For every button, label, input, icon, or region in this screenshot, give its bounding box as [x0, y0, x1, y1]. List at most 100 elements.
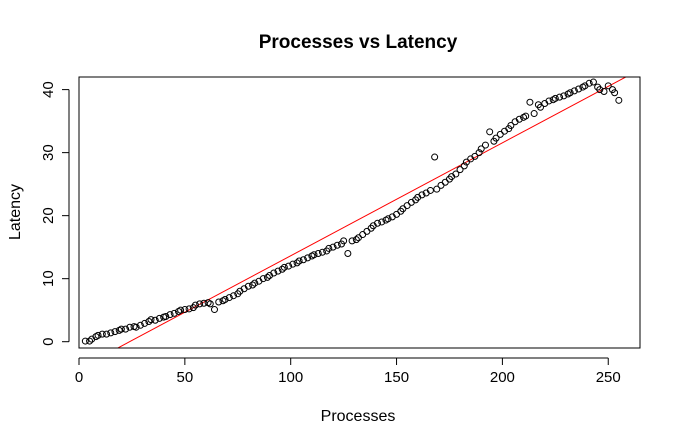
- data-point: [492, 134, 500, 142]
- data-point: [191, 301, 199, 309]
- data-point: [507, 122, 515, 130]
- data-point: [348, 237, 356, 245]
- data-point: [122, 325, 130, 333]
- data-point: [460, 162, 468, 170]
- data-point: [566, 89, 574, 97]
- data-point: [210, 306, 218, 314]
- data-point: [615, 96, 623, 104]
- y-tick-label: 20: [40, 207, 57, 224]
- data-point: [280, 263, 288, 271]
- data-point: [403, 202, 411, 210]
- data-point: [103, 330, 111, 338]
- data-point: [155, 314, 163, 322]
- data-point: [278, 265, 286, 273]
- data-point: [344, 249, 352, 257]
- data-point: [526, 98, 534, 106]
- data-point: [185, 305, 193, 313]
- x-tick-label: 100: [278, 369, 303, 386]
- data-point: [166, 311, 174, 319]
- data-point: [221, 295, 229, 303]
- data-point: [418, 191, 426, 199]
- data-point: [456, 166, 464, 174]
- x-axis: 0 50 100 150 200 250: [75, 357, 621, 386]
- data-point: [304, 254, 312, 262]
- data-point: [433, 185, 441, 193]
- data-point: [611, 89, 619, 97]
- data-point: [289, 260, 297, 268]
- data-point: [441, 178, 449, 186]
- data-point: [486, 128, 494, 136]
- data-point: [575, 85, 583, 93]
- regression-line: [116, 77, 627, 348]
- data-point: [477, 145, 485, 153]
- data-point: [111, 328, 119, 336]
- data-point: [274, 267, 282, 275]
- data-point: [81, 337, 89, 345]
- data-point: [230, 292, 238, 300]
- data-point: [363, 227, 371, 235]
- data-point: [515, 115, 523, 123]
- data-point: [86, 337, 94, 345]
- data-point: [151, 316, 159, 324]
- data-point: [426, 186, 434, 194]
- data-point: [437, 181, 445, 189]
- data-point: [560, 92, 568, 100]
- data-point: [530, 110, 538, 118]
- y-axis-label: Latency: [7, 184, 24, 240]
- data-point: [259, 275, 267, 283]
- data-point: [471, 152, 479, 160]
- data-point: [206, 300, 214, 308]
- data-point: [352, 236, 360, 244]
- data-point: [299, 256, 307, 264]
- data-point: [481, 141, 489, 149]
- data-point: [522, 112, 530, 120]
- y-tick-label: 10: [40, 270, 57, 287]
- x-tick-label: 50: [177, 369, 194, 386]
- data-point: [318, 248, 326, 256]
- data-point: [359, 231, 367, 239]
- data-points: [81, 78, 623, 345]
- data-point: [145, 318, 153, 326]
- chart-title: Processes vs Latency: [259, 32, 458, 53]
- data-point: [340, 237, 348, 245]
- data-point: [378, 218, 386, 226]
- data-point: [136, 321, 144, 329]
- fit-line-group: [116, 77, 627, 348]
- data-point: [162, 312, 170, 320]
- data-point: [263, 273, 271, 281]
- data-point: [314, 249, 322, 257]
- y-tick-label: 0: [40, 338, 57, 346]
- data-point: [325, 244, 333, 252]
- data-point: [604, 82, 612, 90]
- data-point: [589, 78, 597, 86]
- data-point: [329, 243, 337, 251]
- data-point: [285, 262, 293, 270]
- data-point: [452, 170, 460, 178]
- data-point: [141, 319, 149, 327]
- y-tick-label: 30: [40, 144, 57, 161]
- x-tick-label: 250: [596, 369, 621, 386]
- data-point: [170, 309, 178, 317]
- data-point: [132, 323, 140, 331]
- data-point: [244, 282, 252, 290]
- x-tick-label: 150: [384, 369, 409, 386]
- data-point: [556, 93, 564, 101]
- data-point: [177, 306, 185, 314]
- data-point: [384, 215, 392, 223]
- data-point: [333, 241, 341, 249]
- data-point: [107, 329, 115, 337]
- data-point: [147, 316, 155, 324]
- data-point: [117, 325, 125, 333]
- data-point: [373, 219, 381, 227]
- data-point: [545, 97, 553, 105]
- data-point: [496, 130, 504, 138]
- x-tick-label: 200: [490, 369, 515, 386]
- data-point: [293, 259, 301, 267]
- data-point: [600, 87, 608, 95]
- data-point: [596, 86, 604, 94]
- data-point: [570, 87, 578, 95]
- data-point: [249, 281, 257, 289]
- data-point: [475, 149, 483, 157]
- data-point: [225, 294, 233, 302]
